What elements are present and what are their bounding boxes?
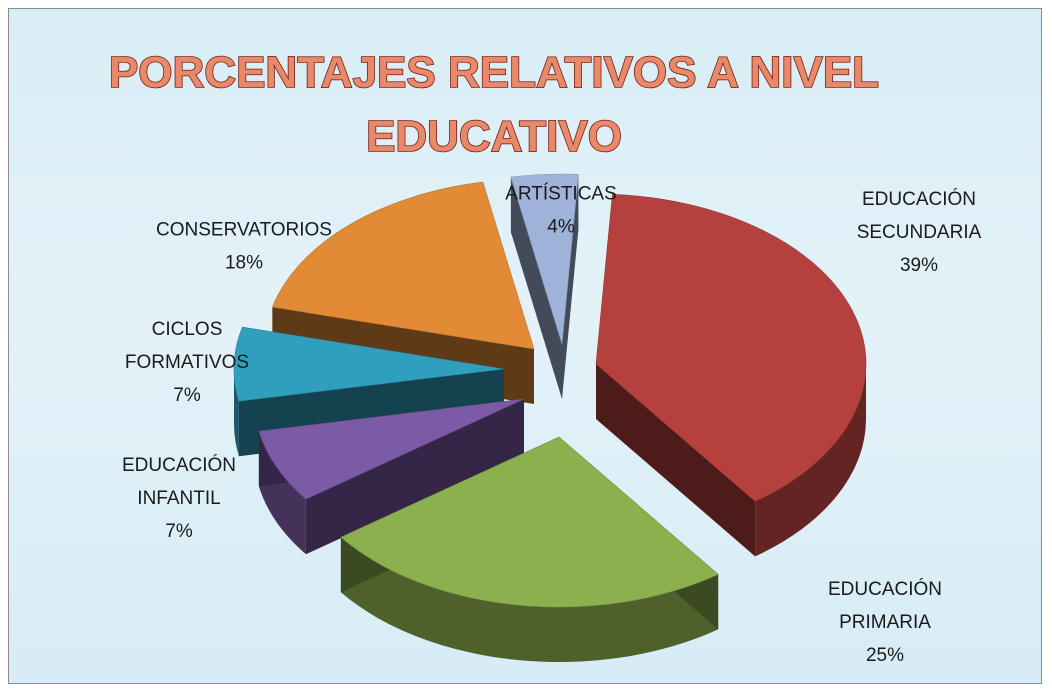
chart-title-line-1: PORCENTAJES RELATIVOS A NIVEL xyxy=(109,48,879,97)
pie-slice-educacion-secundaria xyxy=(595,194,867,557)
slice-category-label: INFANTIL xyxy=(137,488,220,509)
slice-value-label: 39% xyxy=(900,255,938,276)
pie-chart: PORCENTAJES RELATIVOS A NIVEL EDUCATIVO … xyxy=(108,47,982,667)
slice-category-label: ARTÍSTICAS xyxy=(505,184,617,205)
pie-slices xyxy=(233,173,867,663)
chart-area: PORCENTAJES RELATIVOS A NIVEL EDUCATIVO … xyxy=(8,8,1042,684)
slice-category-label: CICLOS xyxy=(152,319,223,340)
slice-value-label: 7% xyxy=(173,385,201,406)
slice-value-label: 4% xyxy=(547,217,575,238)
slice-category-label: EDUCACIÓN xyxy=(828,578,942,600)
slice-category-label: PRIMARIA xyxy=(839,612,931,633)
slice-category-label: SECUNDARIA xyxy=(857,222,982,243)
slice-value-label: 25% xyxy=(866,645,904,666)
pie-slice-educacion-primaria xyxy=(340,436,719,663)
pie-slice-artisticas xyxy=(510,173,579,399)
pie-labels: EDUCACIÓN SECUNDARIA 39% EDUCACIÓN PRIMARIA 2… xyxy=(122,184,982,667)
slice-category-label: CONSERVATORIOS xyxy=(156,220,332,241)
slice-category-label: EDUCACIÓN xyxy=(862,188,976,210)
slice-category-label: EDUCACIÓN xyxy=(122,454,236,476)
slice-value-label: 7% xyxy=(165,521,193,542)
slice-value-label: 18% xyxy=(225,253,263,274)
pie-slice-educacion-infantil xyxy=(258,398,525,555)
chart-title-line-2: EDUCATIVO xyxy=(366,112,622,161)
slice-category-label: FORMATIVOS xyxy=(125,352,249,373)
